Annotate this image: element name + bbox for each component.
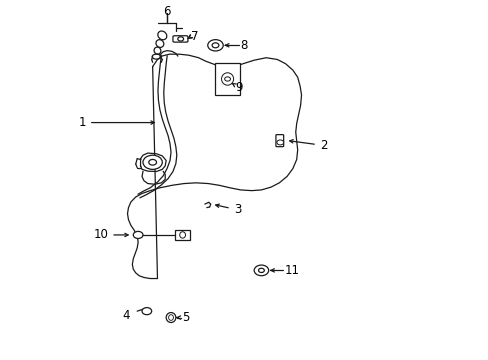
Circle shape [258,268,264,273]
FancyBboxPatch shape [173,36,187,42]
Text: 9: 9 [234,81,242,94]
Circle shape [142,307,151,315]
Text: 2: 2 [319,139,327,152]
Circle shape [148,159,156,165]
Text: 3: 3 [233,203,241,216]
Circle shape [254,265,268,276]
Text: 11: 11 [285,264,300,277]
Circle shape [224,77,230,81]
Circle shape [207,40,223,51]
Circle shape [212,43,219,48]
FancyBboxPatch shape [275,135,283,147]
Circle shape [133,231,142,238]
Text: 10: 10 [93,229,108,242]
Text: 5: 5 [182,311,190,324]
Circle shape [178,37,183,41]
Text: 8: 8 [240,39,247,52]
Circle shape [142,155,162,169]
Circle shape [276,140,283,145]
Bar [215,63,239,95]
Text: 1: 1 [78,116,86,129]
Bar [175,230,189,240]
Text: 7: 7 [191,30,199,43]
Text: 4: 4 [122,309,129,322]
Text: 6: 6 [163,5,170,18]
